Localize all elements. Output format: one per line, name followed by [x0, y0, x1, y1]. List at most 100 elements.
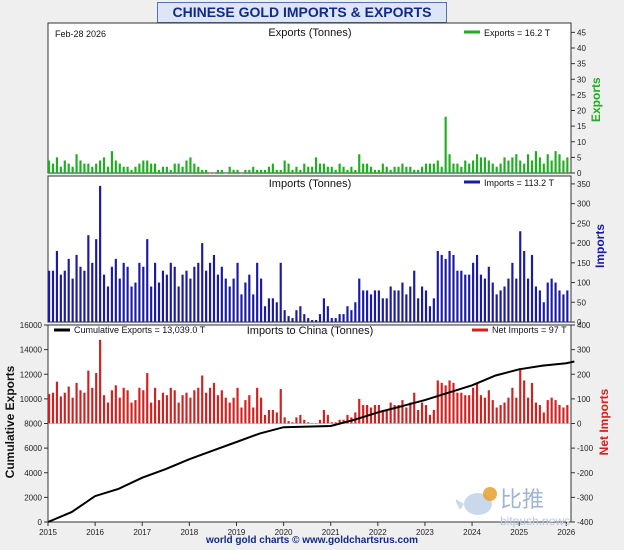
imports-bar	[232, 278, 235, 322]
exports-bar	[165, 166, 168, 173]
net-imports-bar	[530, 382, 534, 424]
exports-bar	[362, 163, 365, 173]
net-imports-bar	[420, 402, 424, 424]
exports-bar	[185, 160, 188, 173]
net-imports-bar	[495, 407, 498, 424]
imports-bar	[291, 318, 294, 322]
net-imports-bar	[256, 387, 259, 424]
exports-y-tick-label: 25	[577, 91, 586, 100]
exports-y-tick-label: 20	[577, 107, 586, 116]
net-imports-bar	[154, 387, 157, 424]
imports-bar	[205, 270, 208, 322]
net-imports-bar	[291, 422, 294, 424]
net-imports-bar	[220, 390, 223, 424]
imports-bar	[95, 239, 98, 322]
imports-bar	[248, 274, 251, 322]
exports-bar	[63, 160, 66, 173]
imports-bar	[314, 320, 318, 322]
imports-bar	[201, 243, 204, 322]
imports-bar	[271, 298, 274, 322]
net-imports-bar	[503, 402, 506, 424]
net-imports-bar	[346, 414, 349, 424]
net-imports-bar	[511, 387, 514, 424]
imports-bar	[401, 282, 404, 322]
exports-bar	[479, 157, 483, 173]
net-imports-bar	[189, 397, 192, 424]
exports-bar	[538, 157, 541, 173]
net-imports-bar	[236, 387, 239, 424]
imports-bar	[228, 286, 231, 322]
exports-bar	[472, 160, 475, 173]
net-imports-bar	[122, 387, 125, 424]
net-imports-bar	[216, 395, 219, 424]
exports-bar	[511, 157, 514, 173]
net-imports-bar	[338, 419, 341, 424]
exports-bar	[369, 166, 373, 173]
net-imports-bar	[169, 387, 172, 424]
exports-bar	[110, 151, 113, 173]
net-imports-bar	[487, 390, 490, 424]
exports-bar	[102, 157, 106, 173]
imports-bar	[287, 316, 290, 322]
net-imports-bar	[51, 392, 55, 424]
net-imports-bar	[405, 407, 408, 424]
exports-bar	[67, 163, 70, 173]
net-imports-bar	[479, 395, 483, 424]
exports-bar	[530, 160, 534, 173]
imports-bar	[263, 306, 267, 322]
net-imports-bar	[428, 414, 432, 424]
net-imports-bar	[436, 380, 439, 424]
imports-bar	[417, 298, 420, 322]
imports-bar	[208, 262, 212, 322]
net-imports-bar	[102, 395, 106, 424]
exports-bar	[350, 166, 353, 173]
exports-bar	[322, 163, 325, 173]
imports-bar	[307, 318, 310, 322]
exports-bar	[558, 154, 561, 173]
imports-y-tick-label: 150	[577, 259, 591, 268]
net-imports-bar	[538, 405, 541, 424]
exports-bar	[79, 160, 82, 173]
exports-bar	[157, 169, 161, 173]
exports-bar	[413, 169, 416, 173]
net-y-tick-label: -200	[577, 469, 594, 478]
net-imports-bar	[224, 397, 227, 424]
net-imports-bar	[491, 400, 494, 424]
exports-bar	[71, 166, 74, 173]
exports-bar	[146, 160, 149, 173]
net-imports-bar	[554, 400, 557, 424]
net-imports-bar	[99, 339, 102, 424]
imports-bar	[424, 290, 428, 322]
exports-bar	[326, 166, 329, 173]
imports-y-tick-label: 200	[577, 239, 591, 248]
footer-credit: world gold charts © www.goldchartsrus.co…	[205, 535, 419, 546]
exports-bar	[550, 160, 553, 173]
imports-bar	[432, 298, 435, 322]
imports-bar	[448, 250, 451, 322]
net-imports-bar	[354, 412, 357, 424]
imports-bar	[358, 278, 361, 322]
imports-bar	[491, 282, 494, 322]
imports-bar	[185, 270, 188, 322]
exports-bar	[212, 173, 216, 174]
imports-bar	[444, 258, 447, 322]
exports-bar	[417, 169, 420, 173]
imports-bar	[472, 262, 475, 322]
exports-bar	[260, 169, 263, 173]
imports-bar	[126, 266, 129, 322]
exports-bar	[122, 166, 125, 173]
net-imports-bar	[299, 414, 302, 424]
exports-bar	[405, 166, 408, 173]
exports-bar	[499, 163, 502, 173]
net-imports-bar	[201, 375, 204, 424]
net-y-tick-label: -100	[577, 444, 594, 453]
imports-bar	[150, 286, 153, 322]
imports-bar	[440, 254, 443, 322]
x-tick-label: 2018	[180, 528, 198, 537]
imports-bar	[169, 262, 172, 322]
net-imports-bar	[130, 402, 133, 424]
imports-bar	[330, 318, 333, 322]
imports-bar	[554, 282, 557, 322]
net-imports-bar	[95, 373, 98, 424]
